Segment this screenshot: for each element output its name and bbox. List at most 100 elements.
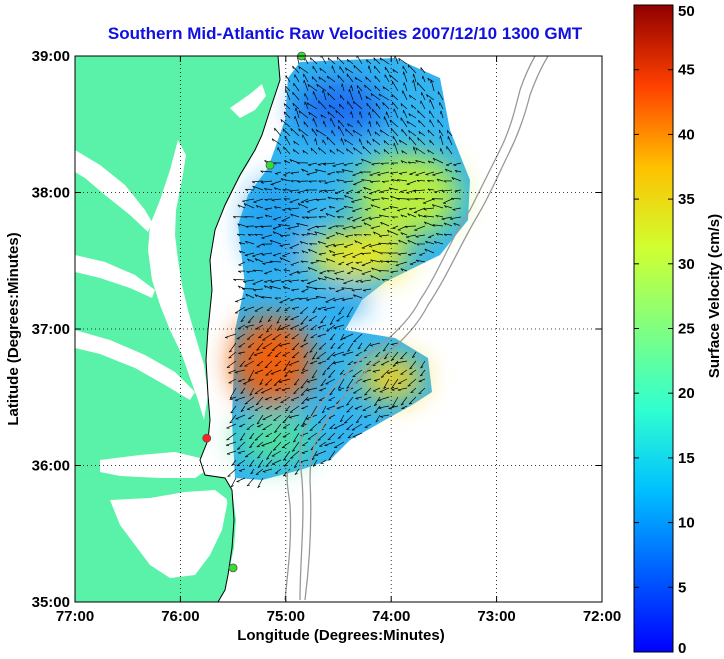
velocity-vector — [292, 65, 300, 74]
velocity-vector-head — [430, 79, 432, 83]
velocity-vector — [307, 83, 318, 92]
velocity-vector-head — [239, 438, 243, 441]
coastline — [199, 55, 281, 603]
velocity-vector-head — [274, 268, 277, 272]
velocity-vector — [353, 387, 363, 394]
velocity-vector — [352, 129, 363, 137]
y-tick-label: 37:00 — [32, 321, 70, 338]
velocity-vector-head — [253, 289, 257, 292]
velocity-vector — [420, 100, 426, 110]
velocity-vector-head — [292, 92, 294, 96]
velocity-vector — [362, 378, 372, 382]
velocity-vector-head — [237, 452, 241, 454]
velocity-vector-head — [318, 76, 321, 80]
velocity-vector-head — [309, 350, 313, 353]
velocity-vector — [272, 225, 282, 229]
velocity-vector-head — [400, 403, 404, 406]
velocity-vector-head — [318, 216, 322, 219]
velocity-vector — [384, 74, 390, 83]
velocity-vector-head — [324, 445, 328, 447]
velocity-vector — [274, 360, 282, 367]
velocity-vector-head — [397, 389, 401, 392]
velocity-vector — [449, 216, 462, 220]
velocity-vector-head — [254, 439, 258, 441]
velocity-vector — [229, 396, 237, 400]
velocity-vector — [318, 360, 327, 364]
velocity-vector-head — [427, 149, 430, 153]
velocity-vector — [446, 130, 453, 137]
velocity-vector-head — [443, 180, 447, 183]
velocity-vector — [422, 198, 435, 204]
velocity-vector — [335, 277, 345, 281]
velocity-vector — [326, 75, 336, 83]
velocity-vector — [406, 180, 417, 185]
velocity-vector-head — [308, 180, 312, 183]
velocity-vector-head — [391, 162, 395, 165]
velocity-vector-head — [265, 465, 269, 467]
velocity-vector — [301, 396, 309, 404]
velocity-vector-head — [354, 240, 357, 244]
velocity-vector — [341, 297, 354, 301]
velocity-vector-head — [374, 85, 376, 89]
velocity-vector — [354, 405, 363, 410]
velocity-vector — [296, 56, 300, 65]
velocity-vector-head — [292, 65, 294, 70]
velocity-vector-head — [391, 389, 395, 391]
velocity-vector — [238, 342, 246, 348]
velocity-vector-head — [375, 355, 379, 358]
velocity-vector-head — [240, 320, 244, 323]
velocity-vector — [409, 369, 417, 375]
velocity-vector-head — [398, 139, 401, 143]
velocity-vector — [356, 56, 363, 65]
velocity-vector-head — [354, 77, 357, 81]
velocity-vector-head — [226, 453, 231, 455]
velocity-vector — [329, 387, 336, 396]
velocity-vector — [336, 148, 345, 155]
velocity-vector-head — [336, 179, 340, 182]
velocity-vector — [383, 140, 390, 146]
velocity-vector — [337, 378, 345, 389]
velocity-vector — [237, 233, 246, 236]
velocity-vector — [262, 468, 273, 472]
velocity-vector — [383, 378, 390, 389]
velocity-vector — [379, 387, 390, 393]
velocity-vector — [390, 195, 399, 200]
velocity-vector — [347, 432, 354, 439]
velocity-vector — [289, 270, 300, 276]
velocity-vector-head — [380, 163, 384, 165]
velocity-vector — [256, 243, 264, 248]
velocity-vector-head — [324, 190, 328, 193]
velocity-vector — [335, 288, 345, 292]
velocity-vector — [382, 102, 390, 110]
velocity-vector-head — [228, 357, 232, 359]
velocity-vector-head — [246, 271, 250, 274]
velocity-vector — [352, 369, 363, 377]
velocity-vector — [378, 270, 390, 272]
velocity-vector-head — [368, 218, 373, 221]
velocity-vector — [271, 198, 282, 201]
velocity-vector — [266, 450, 273, 460]
velocity-vector — [376, 121, 381, 128]
velocity-vector-head — [378, 214, 382, 218]
y-axis-label: Latitude (Degrees:Minutes) — [5, 232, 22, 425]
velocity-vector — [284, 333, 291, 338]
velocity-vector-head — [270, 184, 274, 186]
velocity-vector-head — [378, 235, 383, 238]
velocity-vector-head — [290, 128, 293, 132]
velocity-vector — [256, 360, 264, 366]
velocity-vector-head — [240, 410, 244, 412]
velocity-vector — [265, 214, 273, 218]
velocity-vector-head — [370, 275, 373, 279]
velocity-vector — [355, 414, 363, 423]
x-tick-label: 75:00 — [267, 608, 305, 625]
velocity-vector — [407, 213, 417, 218]
velocity-vector — [338, 119, 345, 128]
velocity-vector-head — [378, 242, 382, 246]
velocity-vector-head — [301, 452, 305, 454]
velocity-vector-head — [275, 365, 279, 367]
velocity-vector-head — [432, 158, 436, 161]
velocity-vector — [411, 104, 417, 110]
velocity-vector — [325, 212, 336, 218]
velocity-vector-head — [292, 348, 296, 351]
velocity-vector — [278, 378, 291, 383]
